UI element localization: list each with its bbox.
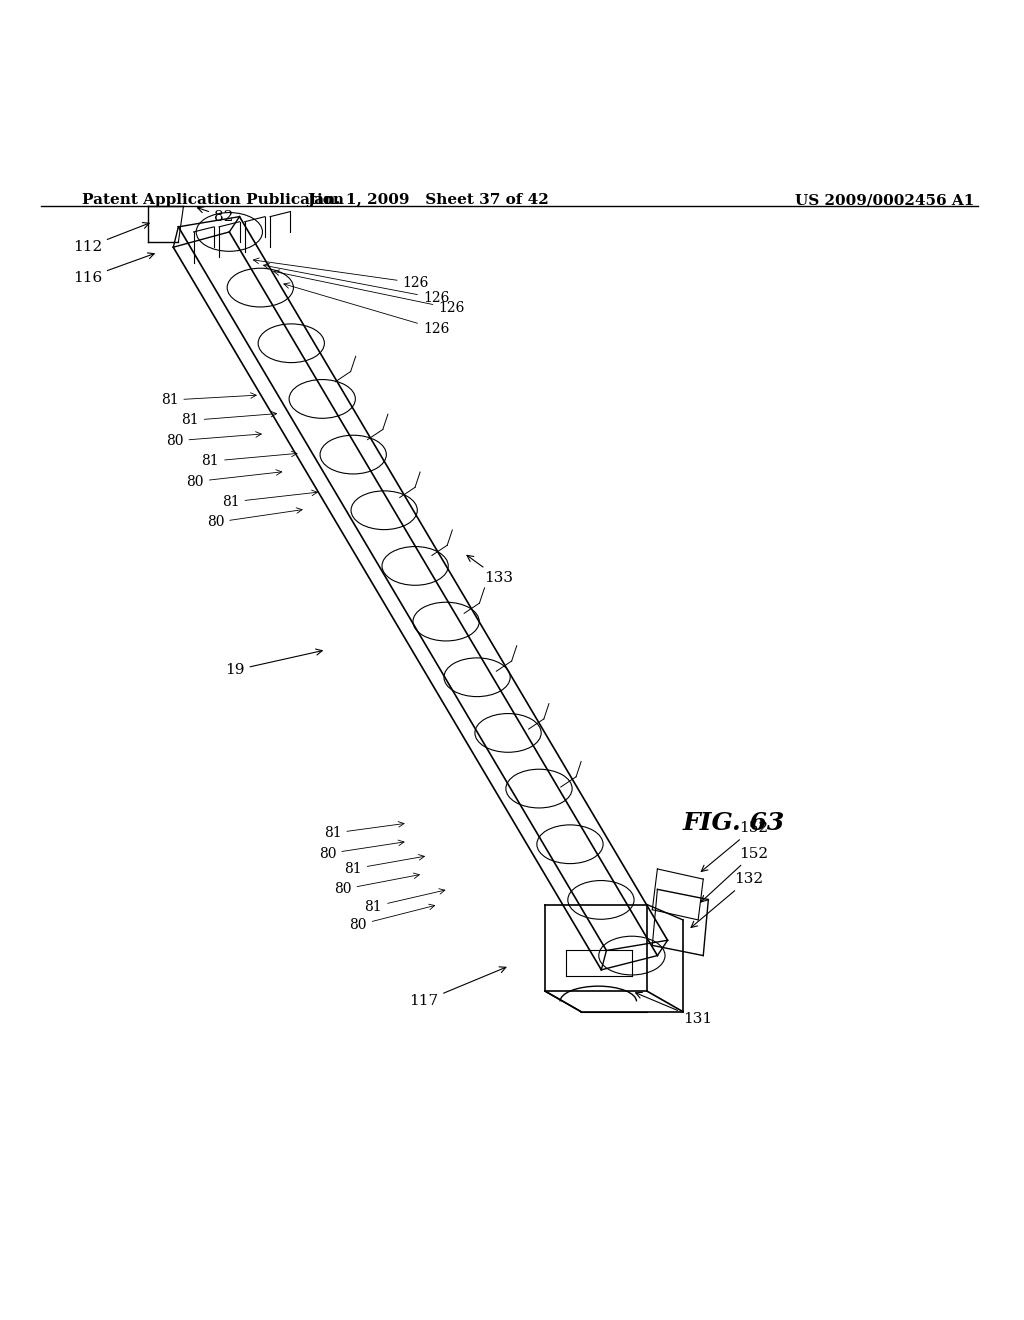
Text: 80: 80 [207, 508, 302, 529]
Text: 80: 80 [334, 873, 420, 896]
Text: 126: 126 [253, 257, 429, 290]
Text: 112: 112 [73, 223, 150, 255]
Text: 116: 116 [73, 253, 155, 285]
Text: 131: 131 [636, 993, 712, 1026]
Text: Patent Application Publication: Patent Application Publication [82, 193, 343, 207]
Text: 117: 117 [410, 966, 506, 1008]
Text: 126: 126 [263, 264, 450, 305]
Text: 152: 152 [701, 846, 768, 902]
Text: 80: 80 [318, 840, 404, 861]
Text: 81: 81 [222, 490, 317, 510]
Text: 133: 133 [467, 556, 513, 586]
Text: 82: 82 [198, 207, 233, 223]
Text: 126: 126 [284, 282, 450, 335]
Text: 81: 81 [161, 393, 256, 407]
Text: 152: 152 [701, 821, 768, 871]
Text: US 2009/0002456 A1: US 2009/0002456 A1 [795, 193, 975, 207]
Text: 132: 132 [691, 873, 763, 928]
Text: 81: 81 [181, 412, 276, 428]
Text: 81: 81 [365, 888, 444, 913]
Text: 80: 80 [166, 432, 261, 447]
Text: 19: 19 [225, 649, 323, 677]
Text: 80: 80 [349, 904, 434, 932]
Text: 81: 81 [324, 821, 404, 841]
Text: 80: 80 [186, 470, 282, 488]
Text: FIG. 63: FIG. 63 [683, 810, 785, 836]
Text: 126: 126 [273, 269, 465, 315]
Text: 81: 81 [202, 451, 297, 469]
Text: Jan. 1, 2009   Sheet 37 of 42: Jan. 1, 2009 Sheet 37 of 42 [307, 193, 549, 207]
Text: 81: 81 [344, 854, 424, 876]
